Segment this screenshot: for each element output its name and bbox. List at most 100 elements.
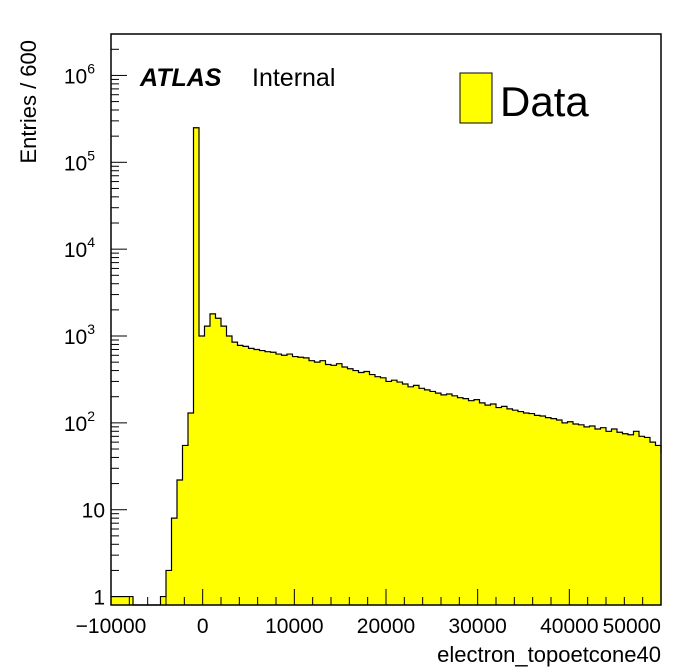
histogram-bar [567,421,574,605]
histogram-bar [215,318,222,605]
histogram-bar [210,313,216,605]
histogram-bar [556,419,563,605]
histogram-bar [589,426,596,605]
histogram-bar [116,596,123,605]
histogram-bar [573,424,579,605]
histogram-bar [551,418,557,605]
histogram-bar [199,336,205,605]
histogram-bar [435,393,442,605]
histogram-bar [446,393,453,605]
histogram-bar [122,596,128,605]
histogram-bar [501,406,508,605]
x-tick-label: 40000 [540,615,598,638]
histogram-bar [424,389,431,605]
atlas-label: ATLAS [139,64,222,92]
x-tick-label: 50000 [603,615,661,638]
histogram-bar [221,326,227,605]
internal-label: Internal [252,64,335,92]
histogram-bar [633,431,640,605]
y-axis-tick-labels: 1 10 102 103 104 105 106 [64,60,105,609]
histogram-bar [578,424,585,605]
histogram-bar [336,363,343,605]
histogram-bar [617,432,623,605]
histogram-bar [457,397,464,605]
histogram-bar [606,431,612,605]
x-tick-label: −10000 [76,615,147,638]
histogram-bar [188,412,194,605]
histogram-bar [650,442,656,605]
histogram-bar [512,410,519,605]
histogram-bar [232,342,238,605]
histogram-bar [166,570,172,605]
histogram-bar [325,364,332,605]
histogram-bar [628,434,634,605]
legend-swatch [459,72,493,124]
histogram-bar [595,429,601,605]
y-tick-label: 102 [64,408,95,436]
histogram-bar [655,445,662,605]
x-tick-label: 0 [197,615,209,638]
y-tick-label: 106 [64,60,95,88]
y-tick-label: 1 [93,587,105,610]
histogram-bar [540,415,546,605]
histogram-bar [375,376,381,605]
histogram-bar [287,354,293,605]
histogram-bar [490,403,497,605]
x-tick-label: 10000 [265,615,323,638]
x-tick-label: 20000 [357,615,415,638]
histogram-bar [127,596,134,605]
histogram-bar [622,433,629,605]
histogram-bar [391,380,398,605]
x-axis-ticks [110,589,662,605]
histogram-bar [485,405,491,605]
x-axis-title: electron_topoetcone40 [437,642,661,667]
histogram-bar [353,370,359,605]
histogram-bar [265,351,271,605]
histogram-bar [364,371,370,605]
histogram-bar [397,382,403,605]
histogram-bar [408,386,414,605]
histogram-bar [644,437,651,605]
histogram-bar [347,368,354,605]
histogram-bar [254,349,260,605]
histogram-bar [529,413,535,605]
histogram-bar [342,366,348,605]
histogram-bar [534,415,541,605]
histogram-outline [111,127,662,606]
histogram-bar [369,374,376,605]
histogram-bar [358,372,365,605]
histogram-bars [111,127,662,605]
histogram-bar [259,350,266,605]
histogram-bar [518,411,524,605]
histogram-bar [413,385,420,605]
histogram-bar [270,352,277,605]
histogram-bar [193,127,200,605]
y-tick-label: 10 [82,500,105,523]
histogram-bar [452,395,458,605]
y-tick-label: 103 [64,321,95,349]
histogram-bar [496,407,502,605]
histogram-bar [171,518,178,605]
histogram-bar [314,362,321,605]
histogram-bar [386,381,392,605]
histogram-bar [545,417,552,605]
histogram-bar [281,355,288,605]
histogram-bar [292,356,299,605]
histogram-bar [441,394,447,605]
y-tick-label: 105 [64,147,95,175]
histogram-bar [276,354,282,605]
histogram-bar [111,596,117,605]
histogram-bar [177,479,183,605]
histogram-bar [309,360,315,605]
histogram-bar [204,326,211,605]
histogram-bar [584,426,590,605]
histogram-bar [523,412,530,605]
histogram-bar [160,596,167,605]
histogram-bar [226,336,233,605]
x-axis-tick-labels: −10000 0 10000 20000 30000 40000 50000 [76,615,661,638]
histogram-bar [479,402,486,605]
histogram-bar [298,357,304,605]
histogram-bar [562,422,568,605]
y-tick-label: 104 [64,234,95,262]
